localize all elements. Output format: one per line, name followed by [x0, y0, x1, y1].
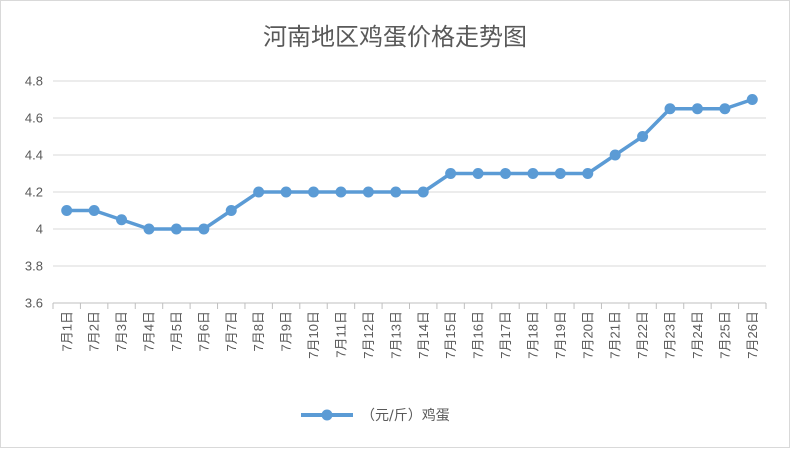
x-tick-label: 7月26日 [745, 311, 760, 359]
data-point [445, 168, 457, 179]
y-tick-label: 4.4 [25, 148, 43, 163]
data-point [335, 186, 347, 198]
x-tick-label: 7月5日 [169, 311, 184, 351]
x-tick-label: 7月18日 [525, 311, 540, 359]
x-tick-label: 7月14日 [416, 311, 431, 359]
x-tick-label: 7月1日 [59, 311, 74, 351]
x-tick-label: 7月12日 [361, 311, 376, 359]
data-point [664, 103, 676, 115]
x-tick-label: 7月9日 [279, 311, 294, 351]
y-tick-label: 3.8 [25, 259, 43, 274]
x-tick-label: 7月16日 [471, 311, 486, 359]
data-point [472, 168, 484, 179]
x-tick-label: 7月17日 [498, 311, 513, 359]
data-point [719, 103, 731, 115]
data-point [527, 168, 539, 179]
x-tick-label: 7月11日 [333, 311, 348, 358]
data-point [170, 223, 182, 235]
gridlines [52, 80, 767, 309]
legend-label: （元/斤）鸡蛋 [361, 407, 450, 424]
data-point [88, 205, 100, 216]
x-tick-label: 7月4日 [142, 311, 157, 351]
data-point [691, 103, 703, 115]
data-point [582, 168, 594, 179]
data-point [280, 186, 292, 198]
data-point [116, 214, 128, 226]
series-plot [61, 94, 758, 235]
data-point [390, 186, 402, 198]
x-tick-label: 7月20日 [580, 311, 595, 359]
legend-marker-swatch [321, 409, 333, 421]
data-point [746, 94, 758, 105]
x-tick-label: 7月8日 [251, 311, 266, 351]
legend: （元/斤）鸡蛋 [301, 407, 450, 424]
x-axis-labels: 7月1日 7月2日 7月3日 7月4日 7月5日 7月6日 7月7日 7月8日 7月9日 7月10… [59, 311, 760, 359]
series-line [64, 97, 755, 231]
x-tick-label: 7月22日 [635, 311, 650, 359]
data-point [609, 149, 621, 161]
data-point [225, 205, 237, 216]
data-point [499, 168, 511, 179]
y-tick-label: 4.6 [25, 111, 43, 126]
y-tick-label: 4 [36, 222, 43, 237]
x-tick-label: 7月2日 [87, 311, 102, 351]
y-tick-label: 3.6 [25, 296, 43, 311]
data-point [362, 186, 374, 198]
data-point [198, 223, 210, 235]
x-tick-label: 7月21日 [608, 311, 623, 359]
data-point [61, 205, 73, 216]
data-point [637, 131, 649, 142]
x-tick-label: 7月19日 [553, 311, 568, 359]
x-tick-label: 7月3日 [114, 311, 129, 351]
x-tick-label: 7月25日 [717, 311, 732, 359]
x-tick-label: 7月24日 [690, 311, 705, 359]
x-tick-label: 7月15日 [443, 311, 458, 359]
data-point [143, 223, 155, 235]
chart-title: 河南地区鸡蛋价格走势图 [263, 23, 527, 51]
x-tick-label: 7月23日 [663, 311, 678, 359]
x-tick-label: 7月7日 [224, 311, 239, 351]
x-tick-label: 7月13日 [388, 311, 403, 359]
x-tick-label: 7月6日 [196, 311, 211, 351]
data-point [308, 186, 320, 198]
y-tick-label: 4.2 [25, 185, 43, 200]
data-point [253, 186, 265, 198]
data-point [417, 186, 429, 198]
x-tick-label: 7月10日 [306, 311, 321, 359]
data-point [554, 168, 566, 179]
y-axis-labels: 3.6 3.8 4 4.2 4.4 4.6 4.8 [25, 74, 43, 311]
y-tick-label: 4.8 [25, 74, 43, 89]
